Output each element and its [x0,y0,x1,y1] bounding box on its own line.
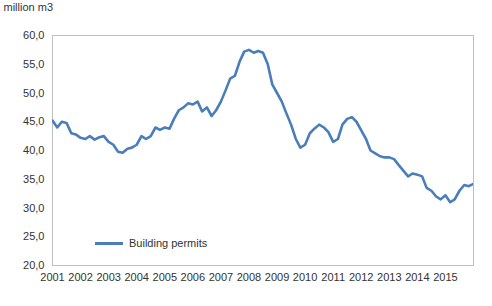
svg-text:2011: 2011 [321,271,345,283]
svg-text:million m3: million m3 [4,1,54,13]
svg-text:45,0: 45,0 [23,115,44,127]
svg-text:2007: 2007 [209,271,233,283]
svg-text:60,0: 60,0 [23,29,44,41]
svg-text:2002: 2002 [68,271,92,283]
svg-text:2009: 2009 [265,271,289,283]
svg-text:30,0: 30,0 [23,202,44,214]
svg-text:40,0: 40,0 [23,144,44,156]
svg-text:20,0: 20,0 [23,259,44,271]
svg-text:50,0: 50,0 [23,87,44,99]
svg-text:2014: 2014 [405,271,429,283]
svg-text:55,0: 55,0 [23,58,44,70]
svg-text:2013: 2013 [377,271,401,283]
svg-text:25,0: 25,0 [23,230,44,242]
svg-text:2015: 2015 [433,271,457,283]
svg-text:2004: 2004 [124,271,148,283]
svg-text:2006: 2006 [181,271,205,283]
svg-text:35,0: 35,0 [23,173,44,185]
svg-text:2010: 2010 [293,271,317,283]
svg-text:2005: 2005 [153,271,177,283]
svg-text:2003: 2003 [96,271,120,283]
html-text:Building permits: Building permits [129,237,208,249]
svg-text:2012: 2012 [349,271,373,283]
svg-text:2008: 2008 [237,271,261,283]
svg-text:2001: 2001 [40,271,64,283]
